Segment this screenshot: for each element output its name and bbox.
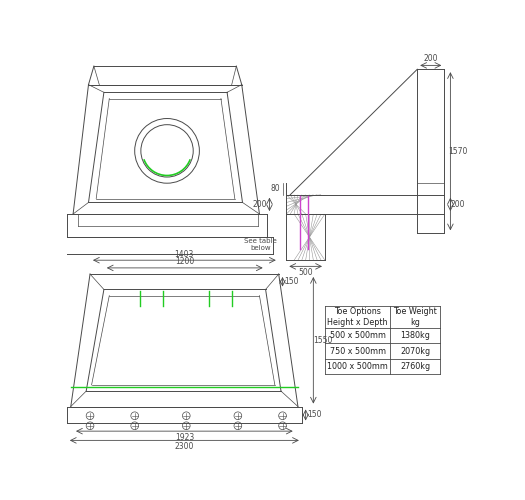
Text: 80: 80 — [270, 184, 280, 193]
Text: 2070kg: 2070kg — [400, 346, 430, 356]
Text: 1923: 1923 — [175, 433, 194, 442]
Text: 2760kg: 2760kg — [400, 362, 430, 371]
Text: 200: 200 — [424, 54, 438, 63]
Text: Toe Options
Height x Depth: Toe Options Height x Depth — [328, 308, 388, 327]
Text: 500 x 500mm: 500 x 500mm — [330, 331, 385, 340]
Text: 1403: 1403 — [175, 250, 194, 258]
Text: 1200: 1200 — [175, 257, 194, 266]
Text: 1000 x 500mm: 1000 x 500mm — [327, 362, 388, 371]
Text: 1380kg: 1380kg — [401, 331, 430, 340]
Text: 1550: 1550 — [313, 336, 332, 345]
Text: 2300: 2300 — [175, 442, 194, 451]
Text: 150: 150 — [285, 278, 299, 286]
Text: 500: 500 — [298, 268, 313, 277]
Text: 150: 150 — [308, 410, 322, 420]
Text: 1570: 1570 — [448, 146, 468, 156]
Text: 200: 200 — [253, 200, 267, 209]
Text: See table
below: See table below — [244, 238, 277, 252]
Text: 200: 200 — [451, 200, 465, 209]
Text: 750 x 500mm: 750 x 500mm — [330, 346, 386, 356]
Text: Toe Weight
kg: Toe Weight kg — [394, 308, 437, 327]
